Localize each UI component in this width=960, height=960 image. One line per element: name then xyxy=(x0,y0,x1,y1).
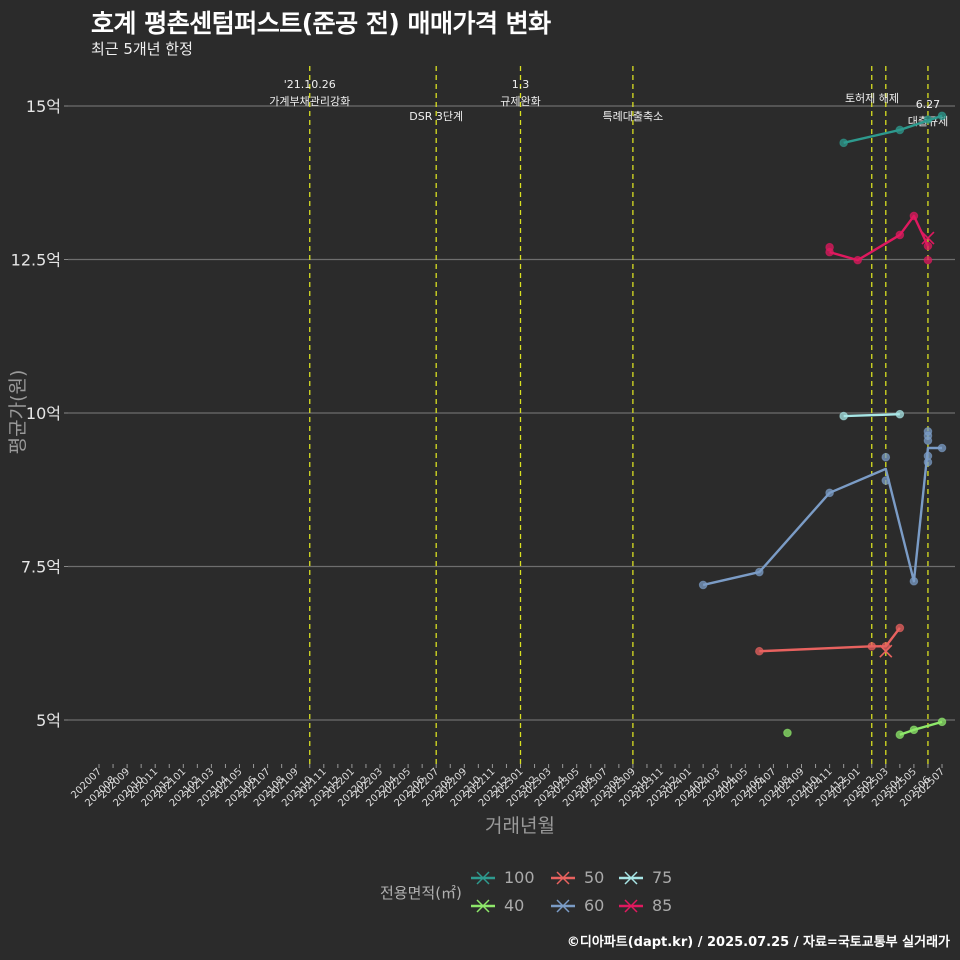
data-point xyxy=(895,623,905,633)
event-label: 규제완화 xyxy=(500,95,540,108)
data-point xyxy=(937,717,947,727)
data-point xyxy=(825,247,834,257)
legend-key-icon xyxy=(471,898,495,913)
data-point xyxy=(895,125,905,135)
data-point xyxy=(909,211,919,221)
data-point xyxy=(881,452,891,462)
data-point xyxy=(937,111,947,121)
legend-item-85: 85 xyxy=(618,896,672,915)
data-point xyxy=(909,576,919,586)
y-tick-label: 15억 xyxy=(26,97,61,116)
data-point xyxy=(825,488,834,498)
legend-key-icon xyxy=(551,898,575,913)
data-point xyxy=(923,436,933,445)
legend-label: 60 xyxy=(584,896,605,915)
x-axis-title: 거래년월 xyxy=(485,815,555,837)
source-caption: ©디아파트(dapt.kr) / 2025.07.25 / 자료=국토교통부 실… xyxy=(566,935,950,950)
series-100 xyxy=(839,111,947,148)
cancelled-mark xyxy=(921,231,935,245)
cancelled-mark xyxy=(879,644,893,658)
series-60 xyxy=(698,427,947,590)
event-label: DSR 3단계 xyxy=(409,110,463,123)
event-label: 특례대출축소 xyxy=(603,110,664,123)
data-point xyxy=(867,642,877,651)
data-point xyxy=(909,725,919,735)
data-point xyxy=(839,138,848,148)
legend-label: 50 xyxy=(584,868,605,887)
legend-item-75: 75 xyxy=(618,868,672,887)
data-point xyxy=(881,476,891,485)
data-point xyxy=(698,580,708,590)
event-label: '21.10.26 xyxy=(284,78,336,91)
data-point xyxy=(923,115,933,124)
event-label: 가계부채관리강화 xyxy=(269,95,350,108)
y-tick-label: 5억 xyxy=(36,711,61,730)
data-point xyxy=(923,457,933,467)
data-point xyxy=(839,411,848,421)
legend-key-icon xyxy=(619,870,643,885)
legend-label: 40 xyxy=(504,896,525,915)
legend-key-icon xyxy=(619,898,643,913)
chart-title: 호계 평촌센텀퍼스트(준공 전) 매매가격 변화 xyxy=(91,9,551,38)
legend-item-40: 40 xyxy=(470,896,524,915)
chart-subtitle: 최근 5개년 한정 xyxy=(91,40,193,58)
data-point xyxy=(937,443,947,453)
event-label: 1.3 xyxy=(512,78,530,91)
data-point xyxy=(923,241,933,251)
data-point xyxy=(923,255,933,265)
legend-item-100: 100 xyxy=(470,868,535,887)
data-point xyxy=(853,255,863,265)
legend-label: 100 xyxy=(504,868,535,887)
legend-item-50: 50 xyxy=(550,868,604,887)
series-85 xyxy=(825,211,935,265)
data-point xyxy=(895,730,905,740)
data-point xyxy=(895,409,905,419)
event-label: 토허제 해제 xyxy=(845,91,899,105)
legend-title: 전용면적(㎡) xyxy=(380,884,462,902)
data-point xyxy=(755,567,764,577)
legend-key-icon xyxy=(471,870,495,885)
y-tick-label: 10억 xyxy=(26,404,61,423)
y-tick-label: 7.5억 xyxy=(21,558,61,577)
data-point xyxy=(755,646,764,656)
series-75 xyxy=(839,409,905,421)
legend-label: 75 xyxy=(652,868,673,887)
data-point xyxy=(895,230,905,240)
y-axis-title: 평균가(원) xyxy=(7,370,29,455)
line-chart: 5억7.5억10억12.5억15억평균가(원)20200720200820200… xyxy=(7,66,955,837)
legend-key-icon xyxy=(551,870,575,885)
series-40 xyxy=(783,717,947,740)
y-tick-label: 12.5억 xyxy=(11,251,61,270)
legend-item-60: 60 xyxy=(550,896,604,915)
data-point xyxy=(783,728,792,738)
event-label: 6.27 xyxy=(916,98,941,111)
series-50 xyxy=(755,623,905,658)
legend-label: 85 xyxy=(652,896,673,915)
